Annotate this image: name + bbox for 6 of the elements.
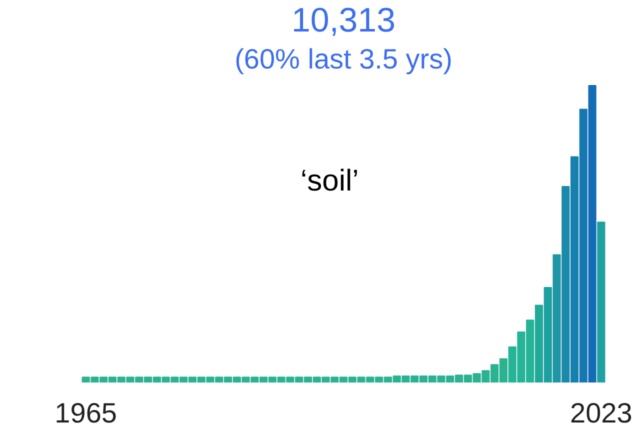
annotation: ‘soil’ <box>300 164 359 198</box>
x-tick-label: 2023 <box>570 398 632 425</box>
bar <box>597 222 606 382</box>
x-tick-label: 1965 <box>54 398 117 425</box>
chart-title: 10,313 <box>292 2 396 40</box>
chart-subtitle: (60% last 3.5 yrs) <box>234 44 452 74</box>
